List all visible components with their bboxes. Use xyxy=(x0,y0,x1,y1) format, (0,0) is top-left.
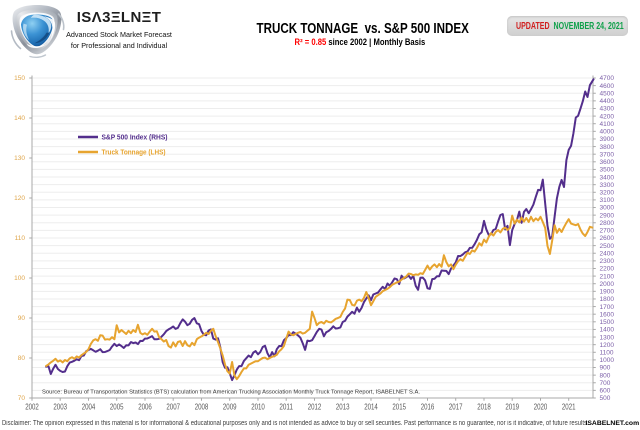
svg-text:700: 700 xyxy=(600,380,611,387)
svg-text:150: 150 xyxy=(14,75,25,82)
svg-text:2800: 2800 xyxy=(600,220,615,227)
svg-text:4000: 4000 xyxy=(600,129,615,136)
svg-text:2020: 2020 xyxy=(534,402,548,411)
svg-text:80: 80 xyxy=(18,355,26,362)
svg-text:3000: 3000 xyxy=(600,205,615,212)
svg-text:1300: 1300 xyxy=(600,334,615,341)
svg-text:2018: 2018 xyxy=(477,402,491,411)
svg-text:1000: 1000 xyxy=(600,357,615,364)
svg-text:2013: 2013 xyxy=(336,402,350,411)
svg-text:2600: 2600 xyxy=(600,235,615,242)
svg-text:2900: 2900 xyxy=(600,212,615,219)
svg-text:2700: 2700 xyxy=(600,228,615,235)
svg-text:3800: 3800 xyxy=(600,144,615,151)
svg-text:2012: 2012 xyxy=(308,402,322,411)
svg-text:500: 500 xyxy=(600,395,611,402)
svg-text:Source: Bureau of Transportati: Source: Bureau of Transportation Statist… xyxy=(42,390,420,396)
svg-text:2004: 2004 xyxy=(82,402,96,411)
svg-text:4600: 4600 xyxy=(600,83,615,90)
svg-text:3200: 3200 xyxy=(600,189,615,196)
svg-text:3300: 3300 xyxy=(600,182,615,189)
svg-text:4100: 4100 xyxy=(600,121,615,128)
svg-text:1600: 1600 xyxy=(600,311,615,318)
svg-text:2011: 2011 xyxy=(279,402,293,411)
svg-text:130: 130 xyxy=(14,155,25,162)
svg-text:3400: 3400 xyxy=(600,174,615,181)
svg-text:3900: 3900 xyxy=(600,136,615,143)
svg-text:1900: 1900 xyxy=(600,289,615,296)
svg-text:100: 100 xyxy=(14,275,25,282)
svg-text:2021: 2021 xyxy=(562,402,576,411)
svg-text:2005: 2005 xyxy=(110,402,124,411)
svg-text:1100: 1100 xyxy=(600,349,614,356)
svg-text:Truck Tonnage (LHS): Truck Tonnage (LHS) xyxy=(102,150,166,157)
svg-text:4500: 4500 xyxy=(600,90,615,97)
svg-text:2200: 2200 xyxy=(600,266,615,273)
svg-text:2016: 2016 xyxy=(421,402,435,411)
svg-text:2500: 2500 xyxy=(600,243,615,250)
svg-text:2400: 2400 xyxy=(600,250,615,257)
svg-text:2010: 2010 xyxy=(251,402,265,411)
svg-text:4300: 4300 xyxy=(600,106,615,113)
svg-text:3600: 3600 xyxy=(600,159,615,166)
svg-text:2100: 2100 xyxy=(600,273,615,280)
svg-text:90: 90 xyxy=(18,315,26,322)
svg-text:2014: 2014 xyxy=(364,402,378,411)
svg-text:1500: 1500 xyxy=(600,319,615,326)
svg-text:4200: 4200 xyxy=(600,113,615,120)
svg-text:1200: 1200 xyxy=(600,342,615,349)
svg-text:3500: 3500 xyxy=(600,167,615,174)
svg-text:2007: 2007 xyxy=(166,402,180,411)
svg-text:600: 600 xyxy=(600,388,611,395)
svg-text:4700: 4700 xyxy=(600,75,615,82)
svg-text:1400: 1400 xyxy=(600,327,615,334)
svg-text:2009: 2009 xyxy=(223,402,237,411)
svg-text:2015: 2015 xyxy=(392,402,406,411)
svg-text:900: 900 xyxy=(600,365,611,372)
svg-text:1700: 1700 xyxy=(600,304,615,311)
svg-text:2017: 2017 xyxy=(449,402,463,411)
svg-text:110: 110 xyxy=(15,235,26,242)
svg-text:120: 120 xyxy=(14,195,25,202)
svg-text:1800: 1800 xyxy=(600,296,615,303)
svg-text:2008: 2008 xyxy=(195,402,209,411)
svg-text:2006: 2006 xyxy=(138,402,152,411)
svg-text:2002: 2002 xyxy=(25,402,39,411)
svg-text:2019: 2019 xyxy=(505,402,519,411)
svg-text:140: 140 xyxy=(14,115,25,122)
svg-text:800: 800 xyxy=(600,372,611,379)
svg-text:2000: 2000 xyxy=(600,281,615,288)
svg-text:70: 70 xyxy=(18,395,26,402)
svg-text:3700: 3700 xyxy=(600,151,615,158)
svg-text:S&P 500 Index (RHS): S&P 500 Index (RHS) xyxy=(102,135,168,142)
svg-text:3100: 3100 xyxy=(600,197,615,204)
svg-text:2003: 2003 xyxy=(53,402,67,411)
svg-text:2300: 2300 xyxy=(600,258,615,265)
svg-text:4400: 4400 xyxy=(600,98,615,105)
